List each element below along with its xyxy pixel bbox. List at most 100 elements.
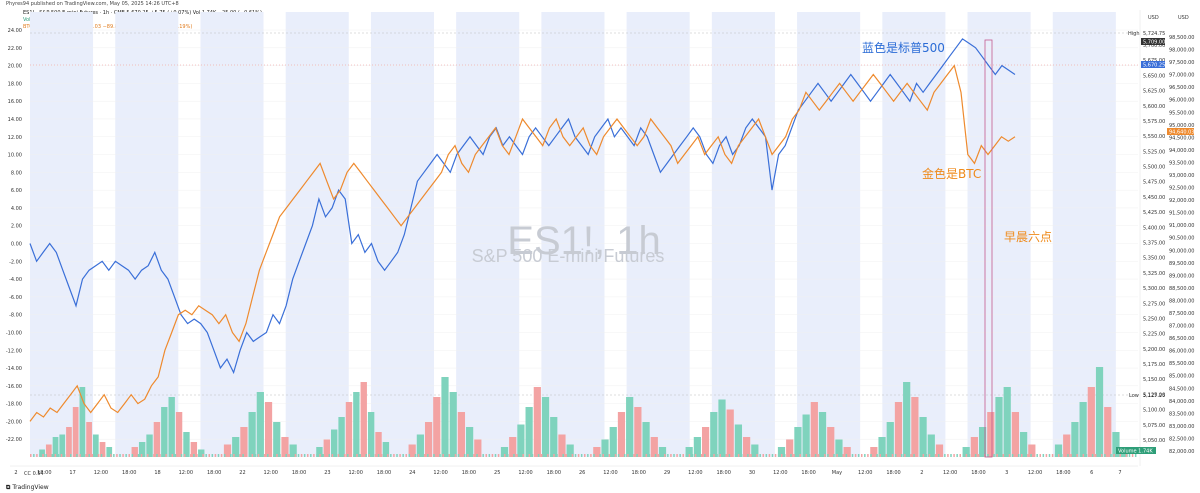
volume-bar xyxy=(460,454,463,457)
volume-bar xyxy=(497,454,500,457)
left-axis-tick: 22.00 xyxy=(8,46,22,52)
volume-bar xyxy=(393,454,395,457)
cc-indicator[interactable]: CC 0.54 xyxy=(24,471,44,477)
volume-bar xyxy=(854,454,857,457)
volume-bar xyxy=(396,454,398,457)
volume-bar xyxy=(534,454,537,457)
volume-bar xyxy=(193,454,195,457)
right-axis-btc-tick: 98,000.00 xyxy=(1169,48,1194,54)
right-axis-btc-tick: 83,500.00 xyxy=(1169,411,1194,417)
volume-bar xyxy=(935,444,944,457)
volume-bar xyxy=(1020,432,1028,457)
volume-bar xyxy=(642,454,644,457)
volume-bar xyxy=(360,382,367,457)
volume-bar xyxy=(810,402,818,457)
volume-bar xyxy=(1039,454,1042,457)
volume-bar xyxy=(427,454,429,457)
right-axis: USDUSD5,700.005,675.005,650.005,625.005,… xyxy=(1116,10,1194,466)
volume-bar xyxy=(30,454,32,457)
time-axis-tick: 26 xyxy=(579,470,585,476)
volume-bar xyxy=(602,454,604,457)
volume-bar xyxy=(482,454,484,457)
watermark-symbol: ES1!, 1h xyxy=(507,219,660,263)
volume-bar xyxy=(919,417,927,457)
volume-bar xyxy=(377,454,380,457)
volume-bar xyxy=(577,454,580,457)
left-axis-tick: 0.00 xyxy=(11,242,22,248)
volume-bar xyxy=(66,454,69,457)
volume-bar xyxy=(347,454,349,457)
time-axis-tick: 18:00 xyxy=(207,470,221,476)
volume-bar xyxy=(759,454,761,457)
volume-bar xyxy=(328,454,331,457)
volume-bar xyxy=(673,454,675,457)
volume-bar xyxy=(208,454,211,457)
volume-bar xyxy=(1063,434,1071,457)
volume-bar xyxy=(694,454,697,457)
volume-bar xyxy=(851,454,854,457)
volume-bar xyxy=(543,454,546,457)
volume-bar xyxy=(780,454,783,457)
volume-bar xyxy=(725,454,728,457)
session-band xyxy=(711,12,775,457)
volume-bar xyxy=(509,437,517,457)
volume-bar xyxy=(175,412,183,457)
six-am-marker xyxy=(984,39,993,458)
volume-bar xyxy=(876,454,878,457)
volume-bar xyxy=(430,454,432,457)
right-axis-btc-tick: 89,500.00 xyxy=(1169,261,1194,267)
session-band xyxy=(456,12,520,457)
volume-bar xyxy=(528,454,531,457)
volume-bar xyxy=(1005,454,1008,457)
time-axis-tick: 3 xyxy=(1005,470,1008,476)
volume-bar xyxy=(414,454,417,457)
volume-bar xyxy=(411,454,414,457)
volume-bar xyxy=(288,454,291,457)
volume-bar xyxy=(894,402,903,457)
volume-bar xyxy=(867,454,869,457)
left-axis-tick: -18.00 xyxy=(6,402,22,408)
legend-btc[interactable]: BTCUSD · COINBASE 94,640.03 −89.81 (−0.0… xyxy=(23,24,193,30)
time-axis-tick: 12:00 xyxy=(518,470,532,476)
volume-bar xyxy=(636,454,638,457)
left-axis-tick: -10.00 xyxy=(6,330,22,336)
volume-bar xyxy=(777,454,780,457)
right-axis-btc-tick: 89,000.00 xyxy=(1169,273,1194,279)
es-sub-value: 5,709.00 xyxy=(1143,40,1165,46)
tradingview-brand[interactable]: ⧉ TradingView xyxy=(6,484,49,492)
low-label: Low xyxy=(1129,393,1139,399)
es-last-badge xyxy=(1141,61,1165,68)
volume-bar xyxy=(660,454,663,457)
volume-bar xyxy=(777,447,786,457)
session-band xyxy=(370,12,434,457)
right-axis-btc-tick: 97,000.00 xyxy=(1169,73,1194,79)
volume-bar xyxy=(445,454,447,457)
volume-bar xyxy=(479,454,481,457)
volume-bar xyxy=(423,454,426,457)
volume-bar xyxy=(416,434,424,457)
volume-bar xyxy=(903,382,911,457)
volume-bar xyxy=(143,454,146,457)
volume-bar xyxy=(303,454,306,457)
volume-bar xyxy=(273,422,281,457)
volume-bar xyxy=(500,454,503,457)
volume-bar xyxy=(88,454,90,457)
time-axis-tick: 18:00 xyxy=(462,470,476,476)
volume-bar xyxy=(300,454,303,457)
right-axis-es-tick: 5,375.00 xyxy=(1143,241,1165,247)
volume-bar xyxy=(974,454,977,457)
volume-bar xyxy=(827,427,835,457)
right-axis-es-tick: 5,175.00 xyxy=(1143,362,1165,368)
right-axis-es-tick: 5,125.00 xyxy=(1143,392,1165,398)
left-axis-tick: 10.00 xyxy=(8,153,22,159)
volume-bar xyxy=(202,454,204,457)
session-band xyxy=(797,12,861,457)
volume-bar xyxy=(183,454,186,457)
volume-bar xyxy=(1087,387,1095,457)
volume-bar xyxy=(601,439,609,457)
volume-bar xyxy=(774,454,777,457)
volume-bar xyxy=(873,454,875,457)
volume-bar xyxy=(744,454,746,457)
volume-bar xyxy=(707,454,709,457)
